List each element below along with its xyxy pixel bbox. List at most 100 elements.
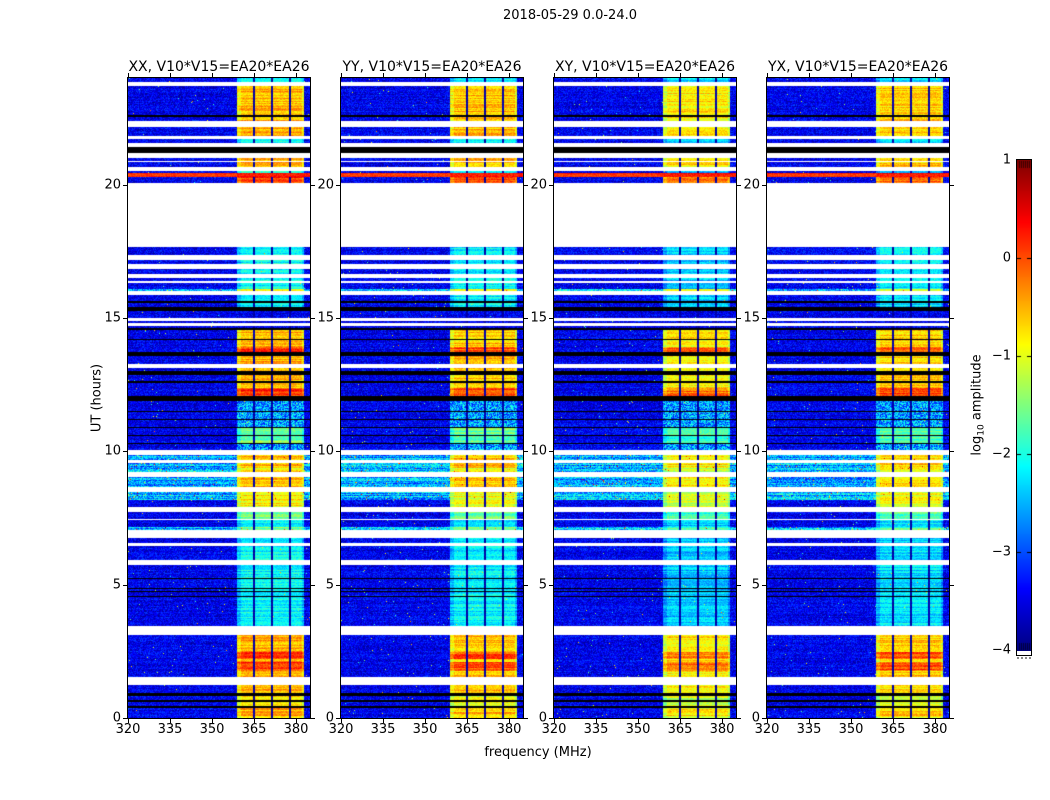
y-tick-label: 15 — [743, 310, 760, 326]
x-tick-mark — [128, 73, 129, 77]
y-tick-mark — [950, 718, 954, 719]
x-tick-mark — [596, 73, 597, 77]
x-tick-mark — [425, 719, 426, 723]
y-tick-mark — [336, 184, 340, 186]
y-tick-mark — [311, 184, 315, 186]
x-tick-mark — [509, 73, 510, 77]
x-tick-mark — [809, 73, 810, 77]
x-tick-mark — [341, 719, 342, 723]
x-tick-mark — [767, 719, 768, 723]
x-tick-label: 380 — [283, 722, 309, 737]
y-tick-mark — [737, 718, 741, 719]
y-tick-mark — [737, 451, 741, 453]
x-tick-mark — [128, 719, 129, 723]
x-tick-mark — [893, 73, 894, 77]
x-tick-mark — [851, 73, 852, 77]
y-axis-label: UT (hours) — [89, 363, 105, 433]
y-tick-mark — [311, 718, 315, 719]
y-tick-mark — [311, 584, 315, 586]
x-tick-mark — [170, 719, 171, 723]
y-tick-mark — [549, 318, 553, 319]
y-tick-mark — [336, 451, 340, 453]
panel-xx — [127, 77, 311, 719]
x-tick-mark — [383, 719, 384, 723]
colorbar-canvas — [1017, 160, 1031, 651]
x-tick-label: 350 — [412, 722, 438, 737]
y-tick-mark — [950, 318, 954, 319]
y-tick-mark — [336, 718, 340, 719]
y-tick-mark — [549, 584, 553, 586]
y-tick-mark — [311, 318, 315, 319]
x-tick-mark — [254, 719, 255, 723]
colorbar-tick-label: −1 — [991, 348, 1011, 364]
x-tick-mark — [296, 719, 297, 723]
x-tick-mark — [212, 73, 213, 77]
y-tick-mark — [549, 184, 553, 186]
y-tick-mark — [123, 184, 127, 186]
y-tick-mark — [950, 451, 954, 453]
x-tick-mark — [296, 73, 297, 77]
x-tick-mark — [170, 73, 171, 77]
x-tick-label: 335 — [370, 722, 396, 737]
x-tick-label: 335 — [583, 722, 609, 737]
colorbar-tick-label: 0 — [1002, 250, 1011, 266]
spectrogram-canvas-yx — [767, 78, 949, 718]
y-tick-label: 0 — [325, 710, 334, 726]
x-tick-mark — [341, 73, 342, 77]
y-tick-mark — [524, 718, 528, 719]
x-tick-label: 365 — [454, 722, 480, 737]
x-tick-mark — [596, 719, 597, 723]
y-tick-mark — [762, 184, 766, 186]
y-tick-label: 10 — [743, 443, 760, 459]
y-tick-label: 20 — [104, 177, 121, 193]
y-tick-label: 20 — [317, 177, 334, 193]
x-tick-mark — [893, 719, 894, 723]
panel-title-yx: YX, V10*V15=EA20*EA26 — [767, 59, 949, 75]
y-tick-mark — [123, 718, 127, 719]
x-tick-label: 350 — [199, 722, 225, 737]
x-tick-mark — [467, 719, 468, 723]
colorbar-tick-label: 1 — [1002, 152, 1011, 168]
colorbar-label-suffix: amplitude — [969, 354, 985, 425]
x-tick-mark — [935, 719, 936, 723]
y-tick-label: 15 — [104, 310, 121, 326]
x-tick-label: 365 — [241, 722, 267, 737]
x-tick-label: 380 — [709, 722, 735, 737]
x-tick-mark — [509, 719, 510, 723]
x-tick-label: 380 — [496, 722, 522, 737]
y-tick-mark — [524, 451, 528, 453]
x-tick-label: 320 — [328, 722, 354, 737]
spectrogram-canvas-yy — [341, 78, 523, 718]
y-tick-mark — [336, 318, 340, 319]
panel-title-xy: XY, V10*V15=EA20*EA26 — [554, 59, 736, 75]
y-tick-label: 0 — [538, 710, 547, 726]
y-tick-label: 10 — [317, 443, 334, 459]
x-tick-mark — [809, 719, 810, 723]
x-tick-mark — [212, 719, 213, 723]
colorbar-label-subscript: 10 — [976, 424, 987, 436]
x-tick-mark — [554, 73, 555, 77]
y-tick-mark — [737, 184, 741, 186]
x-tick-mark — [425, 73, 426, 77]
figure-title: 2018-05-29 0.0-24.0 — [503, 8, 637, 23]
y-tick-mark — [737, 318, 741, 319]
y-tick-mark — [762, 718, 766, 719]
x-tick-label: 365 — [880, 722, 906, 737]
x-tick-label: 335 — [796, 722, 822, 737]
panel-title-xx: XX, V10*V15=EA20*EA26 — [128, 59, 310, 75]
x-tick-mark — [680, 719, 681, 723]
y-tick-mark — [524, 318, 528, 319]
colorbar-under-indicator — [1017, 654, 1031, 659]
y-tick-mark — [123, 318, 127, 319]
colorbar-label: log10 amplitude — [970, 354, 987, 455]
y-tick-label: 5 — [538, 577, 547, 593]
y-tick-label: 5 — [751, 577, 760, 593]
y-tick-mark — [950, 184, 954, 186]
x-axis-label: frequency (MHz) — [484, 745, 592, 760]
colorbar — [1016, 159, 1032, 656]
x-tick-mark — [722, 719, 723, 723]
colorbar-label-prefix: log — [969, 435, 985, 456]
spectrogram-canvas-xx — [128, 78, 310, 718]
x-tick-mark — [722, 73, 723, 77]
